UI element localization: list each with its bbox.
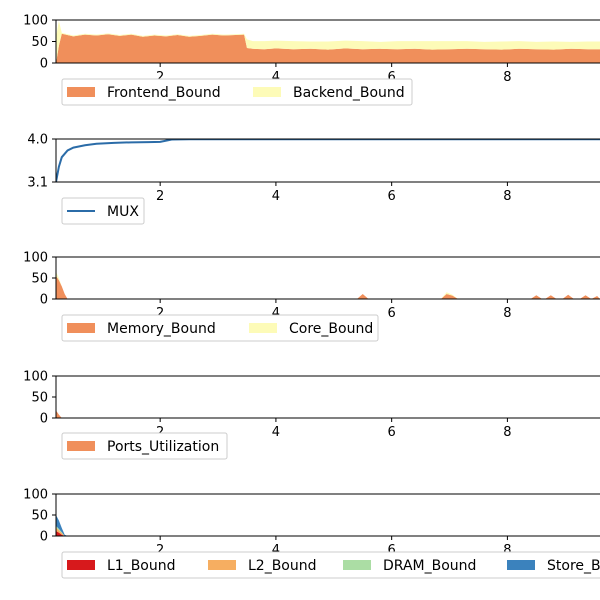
legend-label: Memory_Bound: [107, 321, 216, 337]
series-area-frontend-bound: [56, 33, 600, 63]
x-tick-label: 4: [272, 425, 280, 440]
series-area-l2-bound: [56, 527, 600, 536]
x-tick-label: 2: [156, 543, 164, 558]
legend: Memory_Bound Core_Bound: [61, 314, 379, 342]
y-tick-label: 100: [23, 488, 48, 503]
legend-swatch: [67, 441, 95, 451]
x-tick-label: 8: [503, 425, 511, 440]
series-line-mux: [56, 139, 600, 182]
chart-panel-3: 0 50 100 2 4 6 8 Memory_Bound Core_Bound: [23, 251, 600, 342]
y-tick-label: 50: [31, 391, 48, 406]
legend-swatch: [208, 560, 236, 570]
series-area-ports-utilization: [56, 410, 600, 418]
x-tick-label: 2: [156, 189, 164, 204]
legend-frame: [61, 551, 600, 579]
legend-label: MUX: [107, 204, 139, 220]
series-area-core-bound: [56, 271, 600, 299]
x-tick-label: 8: [503, 543, 511, 558]
legend-swatch: [343, 560, 371, 570]
x-tick-label: 4: [272, 306, 280, 321]
y-tick-label: 0: [40, 57, 48, 72]
legend-swatch: [249, 323, 277, 333]
series-area-memory-bound: [56, 275, 600, 299]
x-tick-label: 6: [388, 189, 396, 204]
y-tick-label: 0: [40, 412, 48, 427]
legend-swatch: [507, 560, 535, 570]
y-tick-label: 100: [23, 14, 48, 29]
x-tick-label: 8: [503, 306, 511, 321]
legend-swatch: [67, 323, 95, 333]
legend: Ports_Utilization: [61, 432, 228, 460]
x-tick-label: 6: [388, 543, 396, 558]
y-tick-label: 50: [31, 509, 48, 524]
legend-label: L2_Bound: [248, 558, 317, 574]
plot-area: [56, 20, 600, 63]
series-area-backend-bound: [56, 20, 600, 63]
x-tick-label: 6: [388, 425, 396, 440]
y-tick-label: 3.1: [27, 176, 48, 191]
legend-label: Core_Bound: [289, 321, 373, 337]
plot-area: [56, 410, 600, 418]
legend-frame: [61, 314, 379, 342]
legend-swatch: [67, 560, 95, 570]
legend-label: Store_Bound: [547, 558, 600, 574]
y-tick-label: 50: [31, 272, 48, 287]
y-tick-label: 0: [40, 293, 48, 308]
legend-label: DRAM_Bound: [383, 558, 476, 574]
legend-label: Ports_Utilization: [107, 439, 219, 455]
chart-panel-4: 0501002468Ports_Utilization: [23, 370, 600, 460]
y-tick-label: 50: [31, 35, 48, 50]
y-tick-label: 100: [23, 370, 48, 385]
legend-frame: [61, 432, 228, 460]
x-tick-label: 8: [503, 70, 511, 85]
chart-panel-1: 0 50 100 2 4 6 8 Frontend_Bound Backend_Bound: [23, 14, 600, 106]
y-tick-label: 100: [23, 251, 48, 266]
legend-label: L1_Bound: [107, 558, 176, 574]
legend-swatch: [67, 87, 95, 97]
x-tick-label: 2: [156, 306, 164, 321]
series-area-store-bound: [56, 515, 600, 536]
x-tick-label: 2: [156, 70, 164, 85]
x-tick-label: 8: [503, 189, 511, 204]
series-area-l1-bound: [56, 530, 600, 536]
legend-swatch: [253, 87, 281, 97]
legend-frame: [61, 78, 413, 106]
plot-area: [56, 139, 600, 182]
x-tick-label: 4: [272, 543, 280, 558]
x-tick-label: 4: [272, 70, 280, 85]
plot-area: [56, 271, 600, 299]
legend: L1_Bound L2_Bound DRAM_Bound Store_Bound: [61, 551, 600, 579]
chart-panel-5: 0 50 100 2 4 6 8 L1_Bound L2_Bound DRAM_Bound Stor…: [23, 488, 600, 579]
x-tick-label: 6: [388, 70, 396, 85]
y-tick-label: 0: [40, 530, 48, 545]
chart-panel-2: 3.1 4.0 2 4 6 8 MUX: [27, 133, 600, 225]
series-area-dram-bound: [56, 525, 600, 536]
y-tick-label: 4.0: [27, 133, 48, 148]
legend-label: Backend_Bound: [293, 85, 405, 101]
x-tick-label: 4: [272, 189, 280, 204]
legend-label: Frontend_Bound: [107, 85, 221, 101]
legend-frame: [61, 197, 145, 225]
plot-area: [56, 515, 600, 536]
legend: Frontend_Bound Backend_Bound: [61, 78, 413, 106]
legend: MUX: [61, 197, 145, 225]
x-tick-label: 6: [388, 306, 396, 321]
